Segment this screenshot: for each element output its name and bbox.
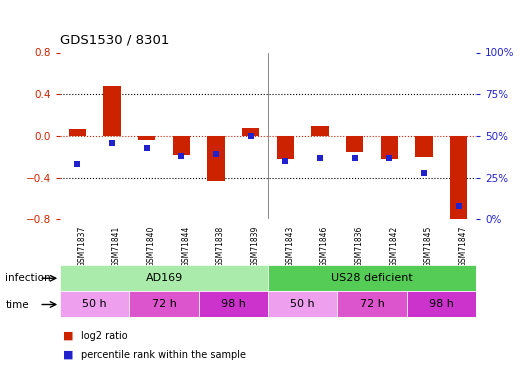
Bar (346, 136, 363, 152)
Bar (199, 291, 268, 317)
Text: US28 deficient: US28 deficient (331, 273, 413, 283)
Text: 50 h: 50 h (83, 299, 107, 309)
Text: GSM71838: GSM71838 (216, 225, 225, 267)
Text: GSM71845: GSM71845 (424, 225, 433, 267)
Text: 98 h: 98 h (429, 299, 454, 309)
Point (212, 151, 220, 157)
Text: log2 ratio: log2 ratio (81, 331, 128, 340)
Bar (173, 136, 190, 155)
Bar (268, 265, 476, 291)
Bar (129, 291, 199, 317)
Text: GSM71847: GSM71847 (459, 225, 468, 267)
Point (73, 161, 82, 167)
Text: GSM71843: GSM71843 (286, 225, 294, 267)
Point (350, 154, 359, 160)
Text: AD169: AD169 (145, 273, 183, 283)
Point (454, 203, 463, 209)
Text: infection: infection (5, 273, 51, 283)
Point (316, 154, 324, 160)
Text: time: time (5, 300, 29, 309)
Bar (138, 136, 155, 140)
Bar (268, 291, 337, 317)
Text: GSM71840: GSM71840 (147, 225, 156, 267)
Text: GSM71837: GSM71837 (77, 225, 86, 267)
Text: GSM71846: GSM71846 (320, 225, 329, 267)
Point (177, 153, 186, 159)
Point (143, 145, 151, 151)
Text: ■: ■ (63, 331, 73, 340)
Point (385, 154, 393, 160)
Text: ■: ■ (63, 350, 73, 360)
Bar (242, 128, 259, 136)
Bar (208, 136, 225, 181)
Text: GSM71839: GSM71839 (251, 225, 260, 267)
Text: percentile rank within the sample: percentile rank within the sample (81, 350, 246, 360)
Point (420, 170, 428, 176)
Text: GSM71836: GSM71836 (355, 225, 363, 267)
Point (246, 133, 255, 139)
Text: GDS1530 / 8301: GDS1530 / 8301 (60, 34, 169, 47)
Bar (60, 265, 268, 291)
Text: GSM71841: GSM71841 (112, 225, 121, 267)
Point (108, 140, 116, 146)
Point (281, 158, 290, 164)
Text: 72 h: 72 h (152, 299, 177, 309)
Text: 98 h: 98 h (221, 299, 246, 309)
Text: GSM71842: GSM71842 (389, 225, 399, 267)
Bar (450, 136, 467, 222)
Bar (407, 291, 476, 317)
Bar (60, 291, 129, 317)
Bar (104, 86, 121, 136)
Bar (415, 136, 433, 157)
Text: 50 h: 50 h (290, 299, 315, 309)
Bar (337, 291, 406, 317)
Bar (277, 136, 294, 159)
Bar (69, 129, 86, 136)
Bar (381, 136, 398, 159)
Text: 72 h: 72 h (359, 299, 384, 309)
Bar (311, 126, 328, 136)
Text: GSM71844: GSM71844 (181, 225, 190, 267)
